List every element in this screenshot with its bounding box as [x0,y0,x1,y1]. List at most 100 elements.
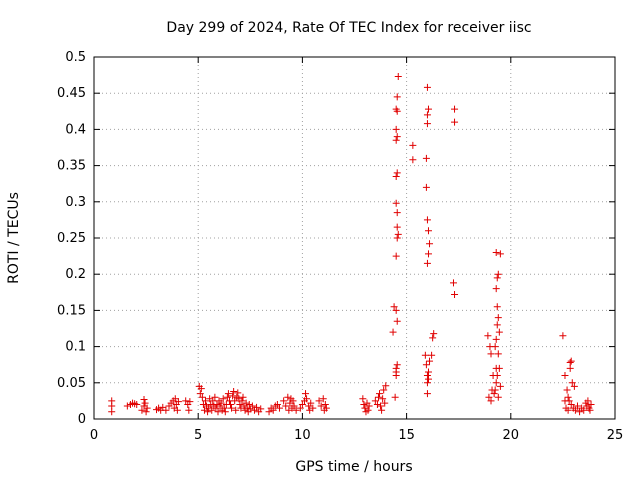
data-point [390,303,398,311]
chart-title: Day 299 of 2024, Rate Of TEC Index for r… [166,20,531,36]
data-point [290,402,298,410]
data-point [321,401,329,409]
data-point [186,398,194,406]
data-point [207,401,215,409]
y-axis-tick-labels: 0 0.05 0.1 0.15 0.2 0.25 0.3 0.35 0.4 0.45 0.5 [57,50,86,427]
data-point [220,404,228,412]
data-point [212,404,220,412]
data-point [182,397,190,405]
data-point [571,406,579,414]
data-point [211,393,219,401]
data-point [491,386,499,394]
data-point [487,350,495,358]
y-tick-label: 0.05 [57,376,86,391]
data-point [423,372,431,380]
data-point [570,382,578,390]
data-point [248,402,256,410]
data-point [423,259,431,267]
data-point [209,397,217,405]
data-point [496,382,504,390]
data-point [423,120,431,128]
data-point [236,401,244,409]
data-point [421,351,429,359]
data-point [394,73,402,81]
data-point [378,406,386,414]
data-point [196,390,204,398]
data-point [227,401,235,409]
data-point [365,402,373,410]
data-point [393,234,401,242]
data-point [424,227,432,235]
data-point [198,393,206,401]
data-point [159,403,167,411]
data-point [494,350,502,358]
y-tick-label: 0.15 [57,303,86,318]
x-tick-label: 20 [503,428,520,443]
data-point [242,399,250,407]
y-tick-label: 0.5 [65,50,86,65]
data-point [567,401,575,409]
data-point [374,393,382,401]
data-point [451,290,459,298]
data-point [430,330,438,338]
data-point [426,357,434,365]
data-point [429,334,437,342]
data-point [393,223,401,231]
y-tick-label: 0.3 [65,195,86,210]
data-point [377,402,385,410]
data-point [302,390,310,398]
data-point [409,156,417,164]
data-point [379,395,387,403]
data-point [423,83,431,91]
data-point [197,385,205,393]
data-point [230,387,238,395]
y-tick-label: 0.45 [57,86,86,101]
axis-ticks [93,56,616,420]
data-point [561,372,569,380]
data-point [392,172,400,180]
data-point [322,404,330,412]
data-point [393,93,401,101]
data-point [491,343,499,351]
data-point [392,372,400,380]
data-point [142,408,150,416]
data-point [381,399,389,407]
data-point [576,408,584,416]
data-point [490,390,498,398]
data-point [392,136,400,144]
data-point [201,397,209,405]
data-point [393,209,401,217]
data-point [564,406,572,414]
data-point [253,403,261,411]
data-point [376,390,384,398]
data-point [141,399,149,407]
data-point [494,270,502,278]
data-point [224,390,232,398]
data-point [586,406,594,414]
data-point [275,404,283,412]
data-point [239,393,247,401]
data-point [449,279,457,287]
data-point [309,404,317,412]
data-point [492,285,500,293]
data-point [319,395,327,403]
data-point [573,402,581,410]
data-point [409,141,417,149]
data-point [199,401,207,409]
data-point [359,395,367,403]
data-point [391,393,399,401]
data-point [393,169,401,177]
data-point [307,399,315,407]
data-point [424,375,432,383]
data-point [587,401,595,409]
data-point [492,335,500,343]
data-point [200,406,208,414]
data-point [213,401,221,409]
data-point [228,404,236,412]
data-point [422,183,430,191]
data-point [584,397,592,405]
data-point [317,402,325,410]
data-point [394,230,402,238]
y-tick-label: 0.2 [65,267,86,282]
data-point [424,105,432,113]
